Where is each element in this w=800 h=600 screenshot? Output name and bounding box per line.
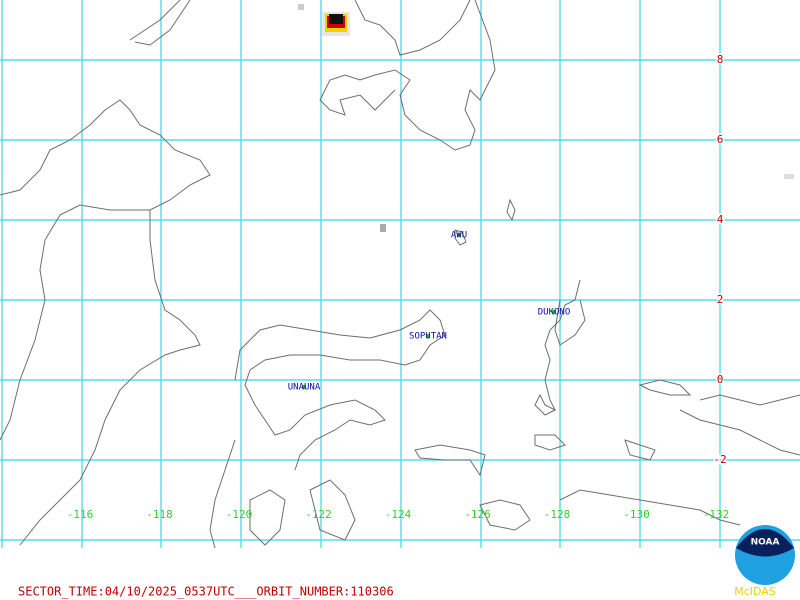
coastline <box>249 479 741 546</box>
coastline <box>0 99 211 441</box>
latitude-label: 2 <box>717 293 724 306</box>
coastline <box>534 279 586 416</box>
longitude-label: -120 <box>226 508 253 521</box>
grid-labels: -116 -118 -120 -122 -124 -126 -128 -130 -132 8 6 4 2… <box>67 52 730 522</box>
logo-caption: McIDAS <box>734 585 776 598</box>
ash-pixel <box>298 4 304 10</box>
coastline <box>129 0 191 46</box>
ash-pixel <box>380 224 386 232</box>
volcanoes: AWU SOPUTAN DUKONO UNAUNA <box>288 231 571 393</box>
coastline <box>638 379 800 406</box>
coastline <box>319 0 496 151</box>
longitude-label: -126 <box>464 508 491 521</box>
footer: SECTOR_TIME:04/10/2025_0537UTC___ORBIT_N… <box>18 585 394 599</box>
noaa-logo: NOAA McIDAS <box>734 525 795 598</box>
volcano-marker <box>552 310 556 314</box>
latitude-label: 0 <box>717 373 724 386</box>
ash-pixel <box>784 174 794 179</box>
ash-pixel <box>329 14 343 24</box>
longitude-label: -118 <box>146 508 173 521</box>
coastline <box>354 0 471 56</box>
graticule <box>0 0 800 548</box>
longitude-label: -130 <box>623 508 650 521</box>
coastline <box>414 434 566 477</box>
coastline <box>19 210 201 546</box>
volcano-marker <box>457 233 461 237</box>
ash-signal <box>298 4 794 232</box>
volcano-marker <box>426 334 430 338</box>
volcano-marker <box>302 385 306 389</box>
latitude-label: 8 <box>717 53 724 66</box>
coastline <box>624 409 800 461</box>
latitude-label: 6 <box>717 133 724 146</box>
latitude-label: 4 <box>717 213 724 226</box>
logo-bird <box>736 529 794 557</box>
volcano-label: DUKONO <box>538 308 571 318</box>
longitude-label: -116 <box>67 508 94 521</box>
coastline <box>454 198 516 246</box>
longitude-label: -122 <box>305 508 332 521</box>
longitude-label: -128 <box>544 508 571 521</box>
logo-text: NOAA <box>751 538 780 548</box>
longitude-label: -132 <box>703 508 730 521</box>
latitude-label: -2 <box>713 453 726 466</box>
volcano-label: SOPUTAN <box>409 332 447 342</box>
longitude-label: -124 <box>385 508 412 521</box>
volcano-label: UNAUNA <box>288 383 321 393</box>
coastline <box>209 309 446 549</box>
coastlines <box>0 0 800 549</box>
volcano-label: AWU <box>451 231 467 241</box>
